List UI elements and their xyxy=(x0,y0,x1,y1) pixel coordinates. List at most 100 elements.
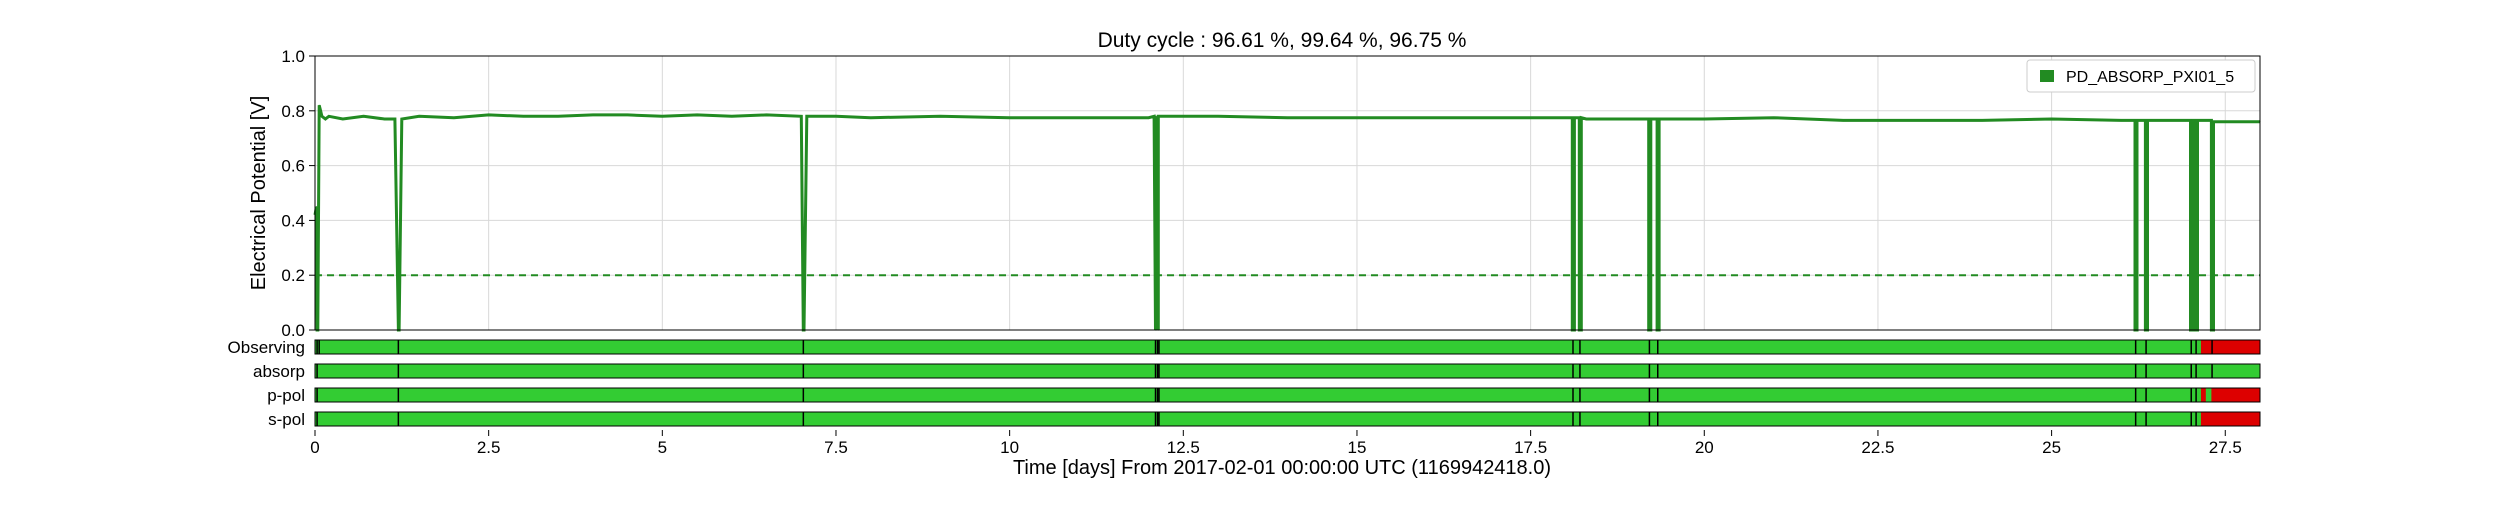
data-point xyxy=(1154,115,1157,117)
legend-swatch xyxy=(2040,70,2054,82)
legend: PD_ABSORP_PXI01_5 xyxy=(2026,59,2256,93)
x-axis-label: Time [days] From 2017-02-01 00:00:00 UTC… xyxy=(1013,457,1551,479)
data-point xyxy=(2155,119,2157,121)
data-point xyxy=(1425,117,1428,119)
state-off-segment xyxy=(2200,388,2206,402)
data-point xyxy=(2210,119,2212,121)
state-off-segment xyxy=(2200,340,2260,354)
state-on-segment xyxy=(315,388,2260,402)
data-point xyxy=(328,115,330,117)
state-off-segment xyxy=(2200,412,2260,426)
data-point xyxy=(401,118,403,120)
data-point xyxy=(522,115,524,117)
data-point xyxy=(939,115,941,117)
state-on-segment xyxy=(315,412,2260,426)
data-point xyxy=(2196,119,2199,121)
x-tick-label: 15 xyxy=(1348,438,1367,457)
data-point xyxy=(2212,121,2215,123)
state-on-segment xyxy=(315,364,2260,378)
main-plot-series xyxy=(313,104,2261,332)
x-tick-label: 12.5 xyxy=(1167,438,1200,457)
data-point xyxy=(1668,118,1671,120)
data-point xyxy=(324,118,327,120)
data-point xyxy=(1703,118,1705,120)
series-line xyxy=(313,104,2260,332)
data-point xyxy=(1217,115,1219,117)
state-row-frame xyxy=(314,387,2261,403)
legend-frame xyxy=(2026,59,2256,93)
legend-label: PD_ABSORP_PXI01_5 xyxy=(2066,69,2234,86)
data-point xyxy=(626,114,629,116)
x-tick-label: 0 xyxy=(310,438,319,457)
x-tick-label: 2.5 xyxy=(477,438,501,457)
data-point xyxy=(2191,119,2193,121)
data-point xyxy=(363,115,365,117)
data-point xyxy=(319,110,322,112)
data-point xyxy=(1656,118,1658,120)
data-point xyxy=(1571,117,1573,119)
data-point xyxy=(488,114,490,116)
data-point xyxy=(1495,117,1497,119)
data-point xyxy=(1981,119,1983,121)
data-point xyxy=(453,117,455,119)
data-point xyxy=(383,118,386,120)
y-tick-label: 1.0 xyxy=(281,47,305,66)
data-point xyxy=(2189,119,2192,121)
data-point xyxy=(1159,115,1161,117)
data-point xyxy=(1157,115,1159,117)
main-plot-grid xyxy=(314,55,2260,331)
state-row-label: p-pol xyxy=(267,386,305,405)
y-axis-label: Electrical Potential [V] xyxy=(248,96,270,291)
data-point xyxy=(696,114,698,116)
data-point xyxy=(1286,117,1289,119)
x-tick-label: 7.5 xyxy=(824,438,848,457)
y-tick-label: 0.2 xyxy=(281,266,305,285)
data-point xyxy=(2136,119,2138,121)
data-point xyxy=(1356,117,1358,119)
x-tick-label: 5 xyxy=(658,438,667,457)
data-point xyxy=(2144,119,2146,121)
x-axis-ticks: 0 2.5 5 7.5 10 12.5 15 17.5 20 22.5 25 27.5 xyxy=(310,430,2242,457)
y-tick-label: 0.6 xyxy=(281,157,305,176)
data-point xyxy=(418,115,420,117)
data-point xyxy=(731,115,733,117)
data-point xyxy=(1564,117,1566,119)
data-point xyxy=(1658,118,1660,120)
data-point xyxy=(1147,117,1150,119)
y-axis-ticks: 0.0 0.2 0.4 0.6 0.8 1.0 xyxy=(281,47,315,340)
state-segment-rows: Observing absorp p-pol s-pol xyxy=(228,338,2261,429)
data-point xyxy=(2224,121,2226,123)
data-point xyxy=(2134,119,2136,121)
data-point xyxy=(318,104,320,106)
data-point xyxy=(342,118,344,120)
x-tick-label: 20 xyxy=(1695,438,1714,457)
data-point xyxy=(315,206,317,208)
data-point xyxy=(1009,117,1011,119)
state-row: absorp xyxy=(253,362,2261,381)
data-point xyxy=(2051,118,2053,120)
state-row-label: Observing xyxy=(228,338,305,357)
chart-title: Duty cycle : 96.61 %, 99.64 %, 96.75 % xyxy=(1098,29,1467,52)
x-tick-label: 25 xyxy=(2042,438,2061,457)
state-row-frame xyxy=(314,339,2261,355)
data-point xyxy=(1578,117,1580,119)
state-on-segment xyxy=(315,340,2260,354)
data-point xyxy=(1842,119,1844,121)
data-point xyxy=(321,115,323,117)
state-row-frame xyxy=(314,363,2261,379)
state-row-label: absorp xyxy=(253,362,305,381)
data-point xyxy=(592,114,594,116)
state-row: s-pol xyxy=(268,410,2261,429)
data-point xyxy=(1161,115,1164,117)
data-point xyxy=(1585,118,1587,120)
state-row: p-pol xyxy=(267,386,2261,405)
data-point xyxy=(1156,115,1158,117)
x-tick-label: 22.5 xyxy=(1861,438,1894,457)
y-tick-label: 0.8 xyxy=(281,102,305,121)
data-point xyxy=(1634,118,1636,120)
data-point xyxy=(1912,119,1914,121)
y-tick-label: 0.4 xyxy=(281,211,305,230)
x-tick-label: 10 xyxy=(1000,438,1019,457)
